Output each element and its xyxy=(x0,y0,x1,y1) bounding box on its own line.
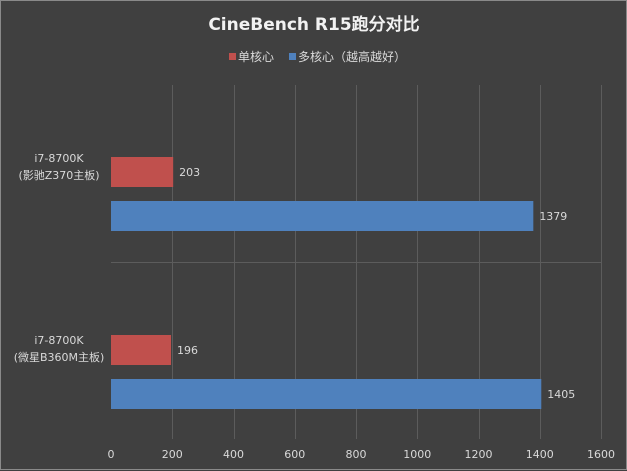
x-tick-label: 1400 xyxy=(526,448,554,461)
category-label: i7-8700K xyxy=(34,334,84,347)
data-label: 203 xyxy=(179,166,200,179)
category-label: i7-8700K xyxy=(34,152,84,165)
data-label: 1405 xyxy=(547,388,575,401)
bar xyxy=(111,335,172,365)
bar xyxy=(111,201,534,231)
x-tick-label: 0 xyxy=(108,448,115,461)
data-label: 1379 xyxy=(539,210,567,223)
category-label: (微星B360M主板) xyxy=(14,350,105,364)
chart-title: CineBench R15跑分对比 xyxy=(208,14,419,35)
x-axis-ticks: 0 200 400 600 800 1000 1200 1400 1600 xyxy=(108,448,616,461)
x-tick-label: 1600 xyxy=(587,448,615,461)
legend: 单核心 多核心（越高越好） xyxy=(229,49,406,64)
bar xyxy=(111,157,174,187)
category-label: (影驰Z370主板) xyxy=(18,168,99,182)
legend-swatch xyxy=(289,53,296,60)
bars: 203 1379 196 1405 xyxy=(111,157,575,409)
x-tick-label: 600 xyxy=(284,448,305,461)
bar xyxy=(111,379,542,409)
data-label: 196 xyxy=(177,344,198,357)
legend-label: 多核心（越高越好） xyxy=(298,49,406,64)
x-tick-label: 800 xyxy=(346,448,367,461)
legend-label: 单核心 xyxy=(238,50,274,64)
legend-swatch xyxy=(229,53,236,60)
x-tick-label: 1200 xyxy=(465,448,493,461)
x-tick-label: 1000 xyxy=(403,448,431,461)
x-tick-label: 200 xyxy=(162,448,183,461)
y-axis-categories: i7-8700K (影驰Z370主板) i7-8700K (微星B360M主板) xyxy=(14,152,105,364)
x-tick-label: 400 xyxy=(223,448,244,461)
gridlines xyxy=(111,85,602,439)
